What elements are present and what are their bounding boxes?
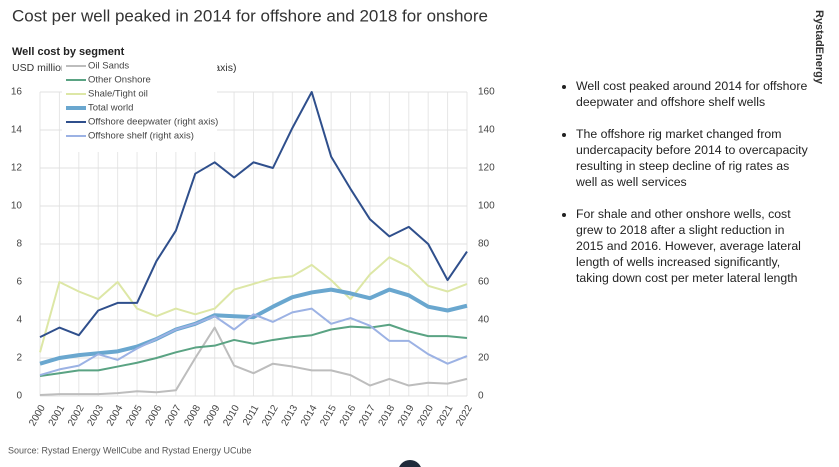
x-tick-label: 2022 xyxy=(454,403,475,428)
y-tick-label: 8 xyxy=(16,239,22,250)
y2-tick-label: 0 xyxy=(478,391,484,402)
source: Source: Rystad Energy WellCube and Rysta… xyxy=(8,445,251,455)
x-tick-label: 2021 xyxy=(435,403,456,428)
y2-tick-label: 20 xyxy=(478,353,490,364)
x-tick-label: 2020 xyxy=(415,403,436,428)
bullet: For shale and other onshore wells, cost … xyxy=(576,206,808,286)
x-tick-label: 2009 xyxy=(202,403,223,428)
y-tick-label: 14 xyxy=(11,125,23,136)
y2-tick-label: 160 xyxy=(478,87,495,98)
logo: RystadEnergy xyxy=(813,10,825,85)
y-tick-label: 12 xyxy=(11,163,23,174)
slide-title: Cost per well peaked in 2014 for offshor… xyxy=(12,6,488,25)
legend-label: Offshore deepwater (right axis) xyxy=(88,117,218,128)
y2-tick-label: 140 xyxy=(478,125,495,136)
series-line xyxy=(39,323,468,378)
legend-label: Other Onshore xyxy=(88,75,151,86)
y2-tick-label: 100 xyxy=(478,201,495,212)
y-tick-label: 4 xyxy=(16,315,22,326)
x-tick-label: 2016 xyxy=(338,403,359,428)
y2-tick-label: 40 xyxy=(478,315,490,326)
legend-label: Shale/Tight oil xyxy=(88,89,148,100)
y-tick-label: 2 xyxy=(16,353,22,364)
series-line xyxy=(39,287,468,366)
legend-label: Offshore shelf (right axis) xyxy=(88,131,194,142)
series-line xyxy=(39,326,468,397)
x-tick-label: 2003 xyxy=(85,403,106,428)
x-tick-label: 2017 xyxy=(357,403,378,428)
x-tick-label: 2012 xyxy=(260,403,281,428)
y-tick-label: 6 xyxy=(16,277,22,288)
x-tick-label: 2019 xyxy=(396,403,417,428)
x-tick-label: 2002 xyxy=(66,403,87,428)
chart-title: Well cost by segment xyxy=(12,46,125,58)
x-tick-label: 2001 xyxy=(47,403,68,428)
x-tick-label: 2005 xyxy=(124,403,145,428)
series-line xyxy=(39,256,468,353)
x-tick-label: 2018 xyxy=(377,403,398,428)
x-tick-label: 2007 xyxy=(163,403,184,428)
legend-label: Oil Sands xyxy=(88,61,129,72)
x-tick-label: 2010 xyxy=(221,403,242,428)
x-tick-label: 2013 xyxy=(280,403,301,428)
x-tick-label: 2006 xyxy=(144,403,165,428)
y2-tick-label: 80 xyxy=(478,239,490,250)
x-tick-label: 2000 xyxy=(27,403,48,428)
y2-tick-label: 120 xyxy=(478,163,495,174)
decoration xyxy=(399,460,421,467)
bullet: The offshore rig market changed from und… xyxy=(576,126,808,190)
x-tick-label: 2008 xyxy=(183,403,204,428)
bullet-list: Well cost peaked around 2014 for offshor… xyxy=(556,78,808,302)
x-tick-label: 2014 xyxy=(299,403,320,428)
x-tick-label: 2015 xyxy=(318,403,339,428)
bullet: Well cost peaked around 2014 for offshor… xyxy=(576,78,808,110)
x-tick-label: 2004 xyxy=(105,403,126,428)
series-line xyxy=(39,307,468,377)
y-tick-label: 0 xyxy=(16,391,22,402)
x-tick-label: 2011 xyxy=(241,403,261,428)
legend-label: Total world xyxy=(88,103,133,114)
y-tick-label: 10 xyxy=(11,201,23,212)
y2-tick-label: 60 xyxy=(478,277,490,288)
series-line xyxy=(39,91,468,338)
y-tick-label: 16 xyxy=(11,87,23,98)
legend-box xyxy=(62,60,217,152)
